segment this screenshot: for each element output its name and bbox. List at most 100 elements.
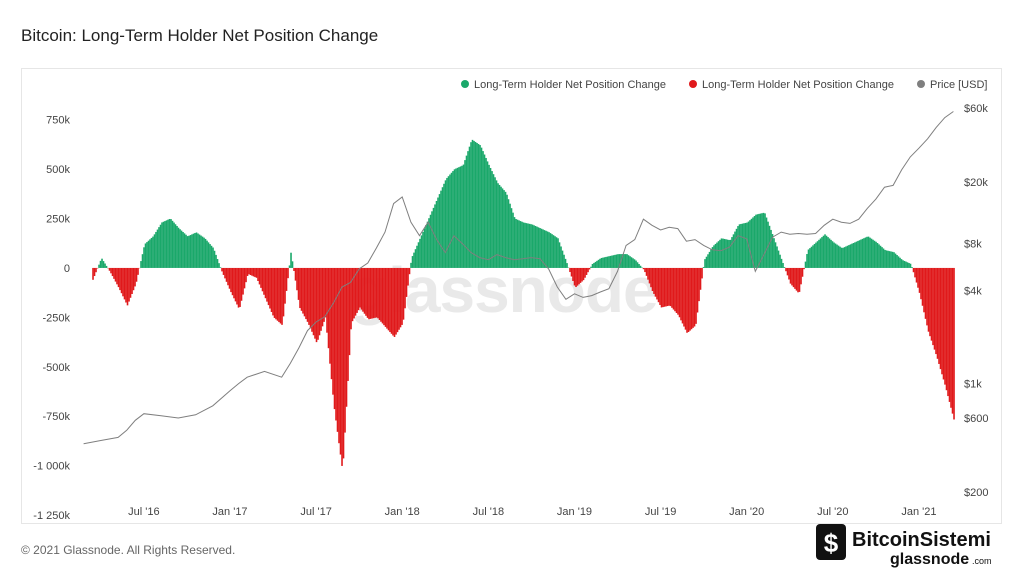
negative-bar [803, 267, 805, 270]
right-tick-label: $8k [964, 239, 982, 251]
negative-bar [573, 267, 576, 286]
positive-bar [852, 243, 855, 268]
positive-bar [209, 244, 211, 268]
negative-bar [651, 267, 654, 292]
negative-bar [309, 267, 312, 329]
positive-bar [774, 242, 777, 268]
positive-bar [764, 213, 766, 268]
positive-bar [149, 239, 151, 268]
negative-bar [308, 267, 310, 325]
positive-bar [212, 247, 214, 268]
positive-bar [518, 220, 520, 268]
positive-bar [875, 241, 877, 268]
positive-bar [563, 254, 565, 268]
negative-bar [131, 267, 133, 294]
positive-bar [749, 220, 751, 268]
positive-bar [621, 254, 624, 268]
positive-bar [189, 235, 192, 268]
negative-bar [362, 267, 364, 312]
positive-bar [101, 258, 103, 268]
negative-bar [315, 267, 318, 343]
negative-bar [669, 267, 672, 307]
positive-bar [866, 236, 868, 268]
positive-bar [729, 239, 732, 268]
positive-bar [197, 233, 199, 268]
red-dot-icon [689, 80, 697, 88]
legend-item[interactable]: Price [USD] [917, 79, 987, 91]
positive-bar [618, 254, 621, 268]
positive-bar [870, 238, 873, 268]
negative-bar [926, 267, 928, 326]
negative-bar [939, 267, 942, 370]
negative-bar [401, 267, 403, 325]
negative-bar [93, 267, 96, 277]
positive-bar [488, 164, 490, 268]
negative-bar [350, 267, 352, 330]
positive-bar [632, 258, 634, 268]
negative-bar [791, 267, 793, 286]
negative-bar [333, 267, 336, 410]
negative-bar [281, 267, 283, 325]
negative-bar [258, 267, 261, 285]
positive-bar [566, 263, 568, 268]
positive-bar [455, 168, 457, 268]
positive-bar [140, 261, 142, 268]
negative-bar [921, 267, 924, 306]
positive-bar [531, 224, 534, 268]
negative-bar [117, 267, 120, 288]
positive-bar [759, 213, 762, 268]
negative-bar [678, 267, 681, 318]
positive-bar [441, 187, 444, 268]
positive-bar [443, 183, 445, 268]
positive-bar [171, 220, 174, 268]
negative-bar [654, 267, 657, 297]
positive-bar [624, 254, 627, 268]
negative-bar [933, 267, 936, 350]
negative-bar [588, 267, 591, 270]
negative-bar [701, 267, 703, 279]
positive-bar [519, 221, 522, 268]
negative-bar [665, 267, 667, 307]
positive-bar [467, 151, 469, 268]
negative-bar [360, 267, 363, 310]
positive-bar [179, 229, 181, 268]
positive-bar [863, 238, 865, 268]
positive-bar [507, 199, 510, 268]
positive-bar [534, 225, 537, 268]
positive-bar [194, 232, 196, 268]
legend-label: Price [USD] [930, 79, 987, 91]
negative-bar [378, 267, 381, 321]
negative-bar [699, 267, 702, 290]
legend-item[interactable]: Long-Term Holder Net Position Change [461, 79, 666, 91]
positive-bar [164, 221, 166, 268]
negative-bar [671, 267, 673, 308]
negative-bar [276, 267, 279, 321]
positive-bar [291, 261, 294, 268]
negative-bar [572, 267, 574, 281]
positive-bar [413, 252, 415, 268]
positive-bar [882, 248, 885, 268]
negative-bar [923, 267, 925, 313]
positive-bar [153, 234, 156, 268]
x-tick-label: Jan '20 [729, 506, 764, 518]
positive-bar [557, 238, 559, 268]
positive-bar [416, 245, 418, 268]
negative-bar [279, 267, 282, 324]
positive-bar [195, 232, 198, 268]
positive-bar [546, 231, 549, 268]
positive-bar [174, 224, 177, 268]
negative-bar [399, 267, 402, 328]
negative-bar [570, 267, 573, 277]
legend-item[interactable]: Long-Term Holder Net Position Change [689, 79, 894, 91]
negative-bar [693, 267, 696, 327]
positive-bar [218, 263, 220, 268]
negative-bar [314, 267, 316, 339]
positive-bar [869, 237, 871, 268]
negative-bar [293, 267, 295, 271]
negative-bar [405, 267, 408, 297]
positive-bar [468, 146, 471, 268]
negative-bar [95, 267, 97, 273]
positive-bar [780, 258, 783, 268]
negative-bar [321, 267, 324, 327]
